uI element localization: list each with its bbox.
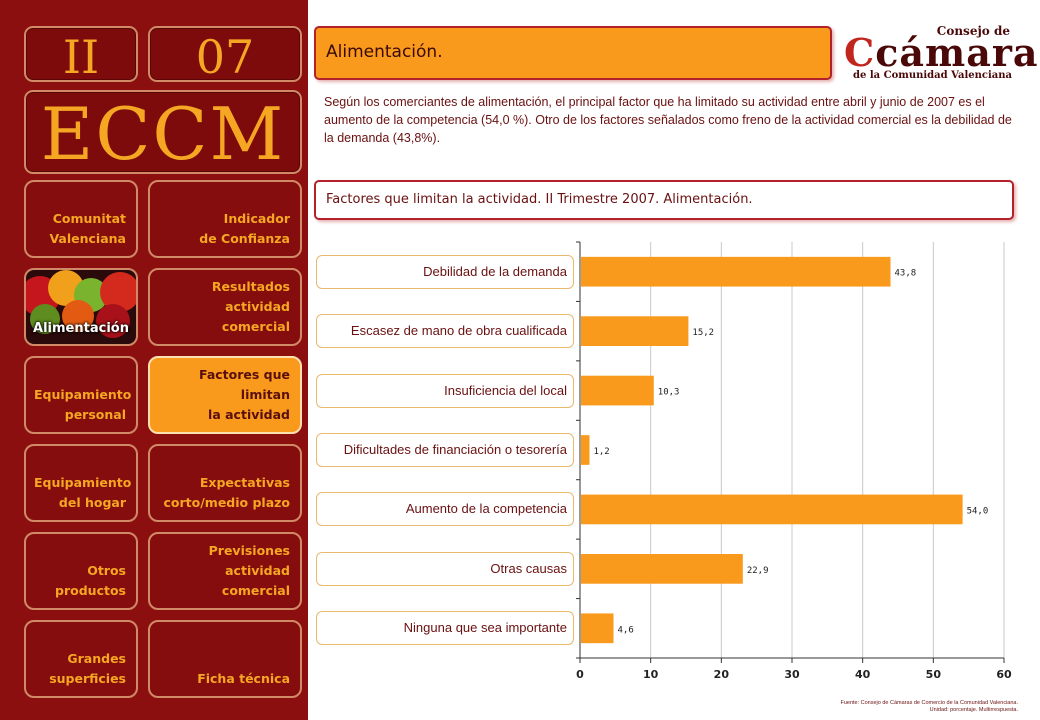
x-tick-label: 10	[643, 668, 659, 681]
nav-label: Equipamiento del hogar	[34, 475, 132, 510]
nav-label: Indicador de Confianza	[199, 211, 290, 246]
section-number-box: II	[24, 26, 138, 84]
chart-title-bar: Factores que limitan la actividad. II Tr…	[314, 180, 1014, 220]
bar	[581, 613, 614, 644]
nav-previsiones[interactable]: Previsiones actividad comercial	[148, 532, 302, 610]
logo-sub-text: de la Comunidad Valenciana	[853, 70, 1012, 81]
bar-value-label: 1,2	[593, 447, 609, 457]
bar	[581, 494, 963, 525]
section-header: Alimentación.	[314, 26, 832, 80]
page-number: 07	[195, 30, 255, 84]
bar-value-label: 22,9	[747, 566, 769, 576]
nav-label: Comunitat Valenciana	[49, 211, 126, 246]
x-tick-label: 40	[855, 668, 871, 681]
category-label: Aumento de la competencia	[316, 492, 574, 527]
x-tick-label: 50	[926, 668, 942, 681]
bar	[581, 554, 743, 584]
nav-ficha-tecnica[interactable]: Ficha técnica	[148, 620, 302, 698]
logo-initial: C	[844, 30, 876, 75]
nav-label: Equipamiento personal	[34, 387, 132, 422]
category-label: Debilidad de la demanda	[316, 254, 574, 289]
nav-indicador-confianza[interactable]: Indicador de Confianza	[148, 180, 302, 258]
nav-label: Grandes superficies	[49, 651, 126, 686]
fruit-image	[96, 304, 130, 338]
nav-label: Factores que limitan la actividad	[199, 367, 290, 422]
category-label: Escasez de mano de obra cualificada	[316, 314, 574, 349]
bar	[581, 435, 590, 465]
nav-comunitat-valenciana[interactable]: Comunitat Valenciana	[24, 180, 138, 258]
category-label: Ninguna que sea importante	[316, 611, 574, 646]
camaras-logo: Consejo de Ccámaras de la Comunidad Vale…	[838, 20, 1040, 86]
nav-label: Expectativas corto/medio plazo	[163, 475, 291, 510]
category-label: Dificultades de financiación o tesorería	[316, 433, 574, 467]
x-tick-label: 30	[784, 668, 800, 681]
nav-label: Resultados actividad comercial	[211, 279, 290, 334]
logo-word: cámaras	[875, 30, 1040, 75]
nav-label: Alimentación	[33, 321, 129, 336]
bar-value-label: 10,3	[658, 388, 680, 398]
category-label: Otras causas	[316, 551, 574, 586]
logo-main-text: Ccámaras	[844, 30, 1040, 75]
bar	[581, 316, 689, 346]
page-number-box: 07	[148, 26, 302, 84]
chart-title: Factores que limitan la actividad. II Tr…	[326, 192, 753, 207]
nav-grandes-superficies[interactable]: Grandes superficies	[24, 620, 138, 698]
description-paragraph: Según los comerciantes de alimentación, …	[324, 95, 1012, 145]
nav-label: Previsiones actividad comercial	[208, 543, 290, 598]
fruit-image	[30, 304, 60, 334]
nav-otros-productos[interactable]: Otros productos	[24, 532, 138, 610]
acronym-box: ECCM	[24, 90, 302, 176]
bar	[581, 375, 654, 406]
logo-top-text: Consejo de	[936, 24, 1010, 38]
fruit-image	[62, 300, 94, 332]
sidebar: II 07 ECCM Comunitat Valenciana Indicado…	[0, 0, 308, 720]
nav-resultados-actividad[interactable]: Resultados actividad comercial	[148, 268, 302, 346]
bar-value-label: 54,0	[967, 506, 989, 516]
category-label: Insuficiencia del local	[316, 373, 574, 408]
chart-svg: 0 10 20 30 40 50 60 43,8 15,2 10,3 1,2 54,0 22,9 4,6	[576, 241, 1012, 681]
bar	[581, 256, 891, 287]
section-title: Alimentación.	[326, 42, 443, 62]
nav-equipamiento-personal[interactable]: Equipamiento personal	[24, 356, 138, 434]
nav-factores-limitan[interactable]: Factores que limitan la actividad	[148, 356, 302, 434]
bar-value-label: 43,8	[895, 269, 917, 279]
nav-label: Otros productos	[55, 563, 126, 598]
source-unit-line: Unidad: porcentaje. Multirrespuesta.	[929, 707, 1018, 713]
nav-alimentacion[interactable]: Alimentación	[24, 268, 138, 346]
nav-expectativas[interactable]: Expectativas corto/medio plazo	[148, 444, 302, 522]
acronym: ECCM	[40, 92, 286, 176]
x-tick-label: 0	[576, 668, 584, 681]
x-tick-label: 20	[714, 668, 730, 681]
x-tick-label: 60	[996, 668, 1012, 681]
source-line: Fuente: Consejo de Cámaras de Comercio d…	[840, 700, 1018, 706]
nav-label: Ficha técnica	[197, 671, 290, 686]
bar-chart: Debilidad de la demanda Escasez de mano d…	[312, 238, 1024, 700]
source-note: Fuente: Consejo de Cámaras de Comercio d…	[840, 700, 1018, 714]
nav-equipamiento-hogar[interactable]: Equipamiento del hogar	[24, 444, 138, 522]
bar-value-label: 15,2	[692, 328, 714, 338]
bar-value-label: 4,6	[618, 625, 634, 635]
section-number: II	[62, 30, 100, 84]
